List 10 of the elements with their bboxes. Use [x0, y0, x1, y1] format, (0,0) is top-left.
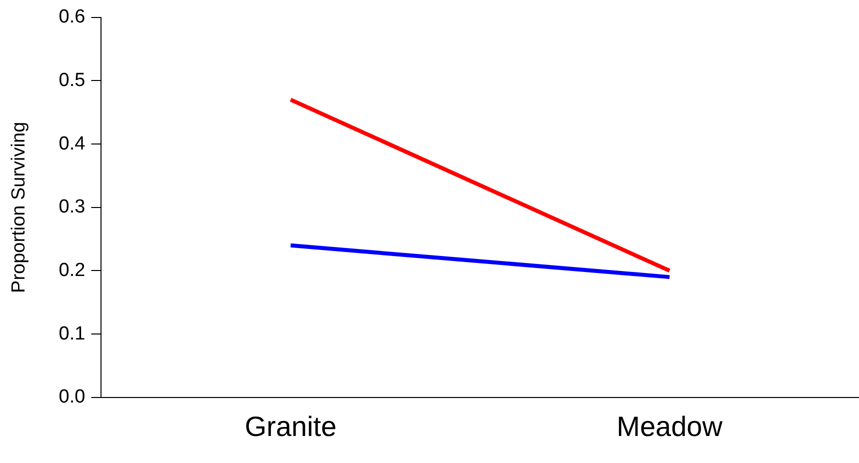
y-tick-label: 0.0 [58, 386, 86, 408]
y-tick-label: 0.4 [58, 133, 86, 154]
y-tick-label: 0.5 [58, 70, 86, 91]
y-tick-label: 0.6 [58, 6, 86, 28]
y-tick-label: 0.1 [58, 323, 86, 344]
y-tick-label: 0.3 [58, 196, 86, 218]
y-axis-title: Proportion Surviving [8, 122, 30, 293]
x-tick-label: Granite [244, 410, 337, 442]
y-tick-label: 0.2 [58, 260, 86, 281]
x-tick-label: Meadow [616, 410, 724, 442]
